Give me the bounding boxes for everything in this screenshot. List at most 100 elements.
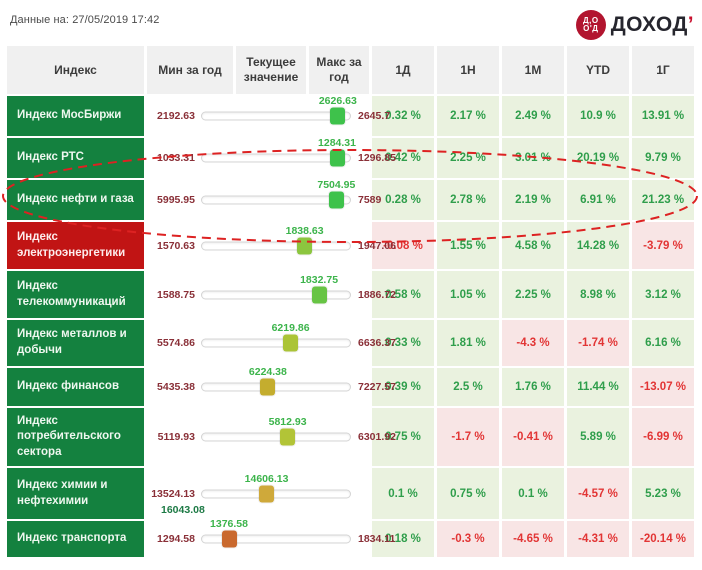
table-row: Индекс МосБиржи 2192.63 2626.63 2645.7 0… [7,95,695,136]
column-header-1m: 1М [502,46,564,94]
max-year-value: 7589 [358,194,382,206]
logo-monogram-top: Д,О [582,15,599,25]
change-cell-1y: 5.23 % [632,468,694,519]
year-range-slider: 1033.31 1284.31 1296.85 [147,137,396,178]
max-year-value: 1296.85 [358,152,396,164]
slider-track [201,290,351,299]
change-cell-1y: 21.23 % [632,180,694,220]
table-row: Индекс транспорта 1294.58 1376.58 1834.1… [7,518,695,557]
table-row: Индекс химии и нефтехимии 13524.13 14606… [7,468,695,519]
change-cell-ytd: 8.98 % [567,271,629,318]
current-value-label: 14606.13 [244,472,289,485]
index-name-label: Индекс МосБиржи [17,109,122,122]
indices-table: Индекс Мин за год Текущее значение Макс за … [0,46,702,557]
year-range-slider: 1294.58 1376.58 1834.11 [147,518,395,557]
change-cell-1m: 1.76 % [502,368,564,406]
year-range-slider: 1588.75 1832.75 1886.72 [147,271,396,318]
column-header-min: Мин за год [147,46,233,94]
index-name-label: Индекс потребительского сектора [17,414,121,458]
max-year-value: 2645.7 [358,110,391,122]
change-cell-1m: 2.19 % [502,180,564,220]
change-cell-1w: 2.25 % [437,138,499,178]
change-cell-ytd: -4.31 % [567,521,629,557]
slider-track-wrap: 7504.95 [201,179,355,220]
change-cell-1w: 2.78 % [437,180,499,220]
table-header-row: Индекс Мин за год Текущее значение Макс за … [7,46,695,94]
change-cell-ytd: 10.9 % [567,96,629,136]
index-name-cell: Индекс транспорта [7,521,144,557]
max-year-value: 6301.92 [358,431,396,443]
current-value-label: 6219.86 [271,322,310,334]
change-cell-1m: -4.65 % [502,521,564,557]
change-cell-ytd: -4.57 % [567,468,629,519]
year-range-slider: 5119.93 5812.93 6301.92 [147,408,396,466]
change-cell-1y: 6.16 % [632,320,694,366]
max-year-value: 16043.08 [161,504,205,516]
max-year-value: 1834.11 [358,533,396,545]
index-name-cell: Индекс электроэнергетики [7,222,144,269]
slider-track [201,111,351,121]
max-year-value: 1886.72 [358,288,396,301]
max-year-value: 7227.57 [358,381,396,393]
slider-track [201,489,351,498]
change-cell-1y: -13.07 % [632,368,694,406]
year-range-slider: 13524.13 14606.13 16043.08 [147,468,369,519]
change-cell-1w: -1.7 % [437,408,499,466]
slider-track-wrap: 1832.75 [201,271,351,318]
year-range-slider: 1570.63 1838.63 1947.06 [147,222,396,269]
column-header-ytd: YTD [567,46,629,94]
change-cell-1m: 0.1 % [502,468,564,519]
change-cell-1w: 1.05 % [437,271,499,318]
change-cell-1y: -6.99 % [632,408,694,466]
change-cell-1m: 2.49 % [502,96,564,136]
slider-track [201,241,351,250]
change-cell-ytd: 20.19 % [567,138,629,178]
column-header-current: Текущее значение [236,46,306,94]
slider-track [201,338,351,348]
current-value-label: 1284.31 [318,137,356,149]
logo-apostrophe: ’ [687,13,694,36]
change-cell-1m: -0.41 % [502,408,564,466]
min-year-value: 5119.93 [157,431,195,443]
change-cell-1d: 0.33 % [372,320,434,366]
min-year-value: 13524.13 [151,487,195,500]
table-body: Индекс МосБиржи 2192.63 2626.63 2645.7 0… [7,95,695,557]
min-year-value: 5435.38 [157,381,195,393]
column-header-max: Макс за год [309,46,369,94]
column-header-1y: 1Г [632,46,694,94]
column-header-1w: 1Н [437,46,499,94]
index-name-cell: Индекс металлов и добычи [7,320,144,366]
year-range-slider: 5574.86 6219.86 6636.37 [147,320,396,366]
slider-track-wrap: 1376.58 [201,518,351,557]
slider-thumb [259,485,275,502]
index-name-cell: Индекс МосБиржи [7,96,144,136]
slider-track-wrap: 6219.86 [201,320,351,366]
change-cell-1d: 0.18 % [372,521,434,557]
current-value-label: 5812.93 [268,416,307,428]
max-year-value: 6636.37 [358,337,396,349]
index-name-cell: Индекс нефти и газа [7,180,144,220]
change-cell-1y: 3.12 % [632,271,694,318]
slider-thumb [297,237,313,254]
slider-track [201,534,351,544]
dohod-logo-icon: Д,О О'Д [575,10,606,40]
top-bar: Данные на: 27/05/2019 17:42 Д,О О'Д ДОХО… [0,0,702,46]
column-header-1d: 1Д [372,46,434,94]
slider-thumb [328,191,344,209]
index-name-cell: Индекс потребительского сектора [7,408,144,466]
change-cell-ytd: 6.91 % [567,180,629,220]
change-cell-1d: 0.1 % [372,468,434,519]
change-cell-1w: 2.5 % [437,368,499,406]
slider-thumb [260,378,276,396]
change-cell-1m: 3.01 % [502,138,564,178]
change-cell-1m: 2.25 % [502,271,564,318]
slider-track-wrap: 1838.63 [201,222,351,269]
index-name-label: Индекс телекоммуникаций [17,279,126,308]
year-range-slider: 5435.38 6224.38 7227.57 [147,366,396,406]
dohod-logo[interactable]: Д,О О'Д ДОХОД’ [575,10,694,40]
table-row: Индекс потребительского сектора 5119.93 … [7,408,695,466]
change-cell-1y: 9.79 % [632,138,694,178]
dohod-logo-wordmark: ДОХОД’ [610,13,694,36]
slider-track-wrap: 1284.31 [201,137,356,178]
